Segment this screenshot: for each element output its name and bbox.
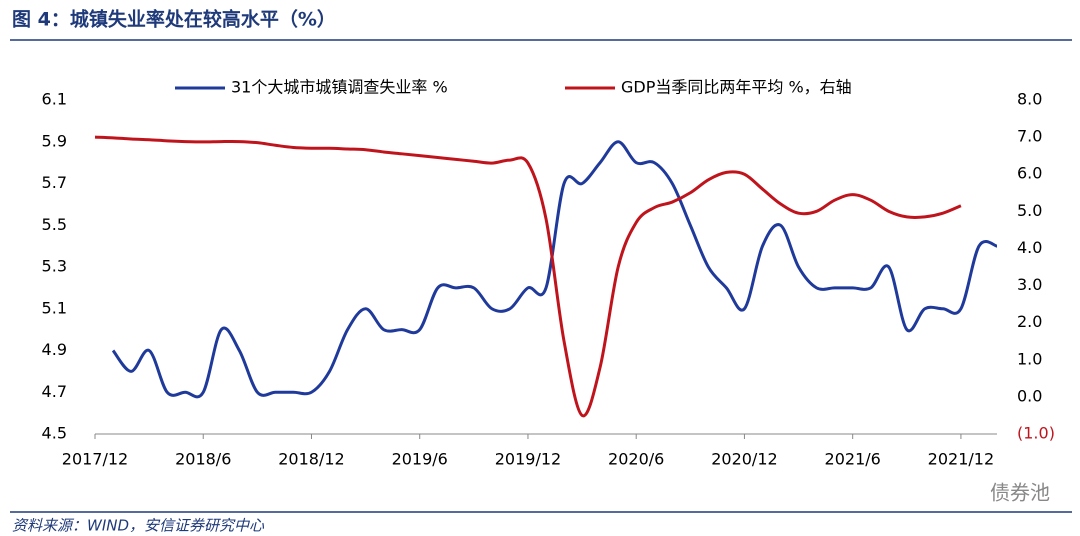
x-tick-label: 2017/12 [62, 450, 128, 469]
y-tick-label: 4.9 [42, 340, 67, 359]
y2-tick-label: 3.0 [1017, 275, 1042, 294]
y-tick-label: 5.3 [42, 257, 67, 276]
y2-tick-label: 7.0 [1017, 127, 1042, 146]
legend-label: 31个大城市城镇调查失业率 % [231, 78, 448, 97]
series-line [94, 135, 962, 418]
chart-title: 图 4：城镇失业率处在较高水平（%） [12, 8, 336, 31]
y-tick-label: 5.1 [42, 298, 67, 317]
x-tick-label: 2018/6 [175, 450, 231, 469]
y2-tick-label: 8.0 [1017, 90, 1042, 109]
y2-tick-label: 6.0 [1017, 164, 1042, 183]
y2-tick-label: 2.0 [1017, 312, 1042, 331]
x-tick-label: 2021/12 [928, 450, 994, 469]
watermark: 债券池 [990, 481, 1050, 505]
y2-tick-label: (1.0) [1017, 424, 1055, 443]
y-tick-label: 5.5 [42, 215, 67, 234]
y-tick-label: 4.5 [42, 424, 67, 443]
x-tick-label: 2019/12 [495, 450, 561, 469]
x-tick-label: 2020/12 [711, 450, 777, 469]
y-tick-label: 5.9 [42, 131, 67, 150]
source: 资料来源：WIND，安信证券研究中心 [12, 517, 265, 535]
x-tick-label: 2019/6 [392, 450, 448, 469]
y2-tick-label: 5.0 [1017, 201, 1042, 220]
y-tick-label: 5.7 [42, 173, 67, 192]
y2-tick-label: 0.0 [1017, 386, 1042, 405]
y-tick-label: 4.7 [42, 382, 67, 401]
x-tick-label: 2018/12 [278, 450, 344, 469]
y2-tick-label: 1.0 [1017, 349, 1042, 368]
y-tick-label: 6.1 [42, 90, 67, 109]
x-tick-label: 2021/6 [825, 450, 881, 469]
series-line [111, 140, 998, 399]
legend-label: GDP当季同比两年平均 %，右轴 [621, 78, 852, 97]
y2-tick-label: 4.0 [1017, 238, 1042, 257]
x-tick-label: 2020/6 [608, 450, 664, 469]
